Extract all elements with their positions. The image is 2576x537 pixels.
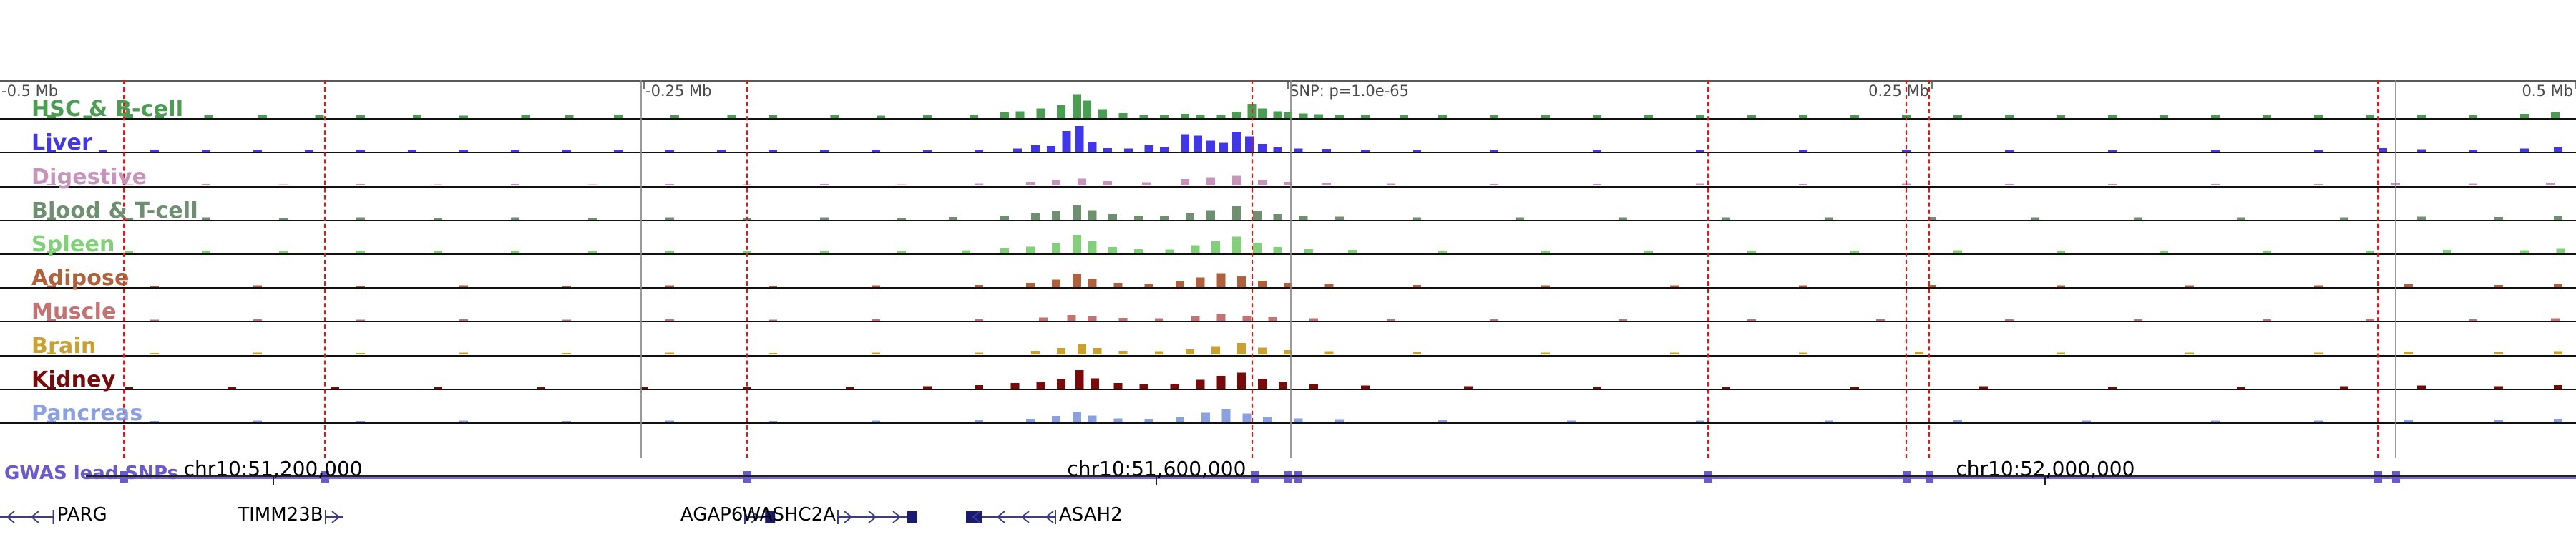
gwas-lead-snp-mark[interactable] (1251, 471, 1259, 483)
track-label: Liver (31, 130, 93, 156)
gwas-lead-snps-label: GWAS lead SNPs (4, 463, 179, 484)
ruler-tick-label: 0.5 Mb (2522, 82, 2573, 100)
coordinate-tick-label: chr10:52,000,000 (1956, 457, 2135, 480)
relative-position-ruler: -0.5 Mb -0.25 Mb SNP: p=1.0e-65 0.25 Mb 0.5 … (0, 80, 2576, 102)
signal-track-plot (0, 287, 2576, 321)
signal-track[interactable]: Digestive (0, 152, 2576, 190)
gene-name-label: AGAP6 (680, 504, 743, 526)
ruler-tick (643, 82, 645, 90)
genomic-coordinate-axis: chr10:51,200,000 chr10:51,600,000 chr10:52… (0, 457, 2576, 497)
gene-name-label: PARG (57, 504, 107, 526)
gwas-lead-snp-track: GWAS lead SNPs (0, 458, 2576, 488)
signal-track-plot (0, 84, 2576, 119)
track-label: Pancreas (31, 400, 143, 426)
gene-feature[interactable]: ASAH2 (966, 504, 1123, 526)
signal-track-plot (0, 389, 2576, 422)
gwas-lead-snp-mark[interactable] (743, 471, 751, 483)
gwas-lead-snp-mark[interactable] (2392, 471, 2400, 483)
ruler-tick-label: -0.25 Mb (645, 82, 712, 100)
signal-track-plot (0, 118, 2576, 153)
signal-track[interactable]: Blood & T-cell (0, 188, 2576, 221)
track-label: Kidney (31, 367, 116, 392)
gwas-lead-snp-mark[interactable] (1926, 471, 1934, 483)
gene-name-label: ASAH2 (1059, 504, 1123, 526)
coordinate-tick (272, 475, 274, 485)
track-label: Digestive (31, 164, 147, 190)
track-label: Adipose (31, 266, 130, 291)
signal-track-plot (0, 186, 2576, 220)
track-label: Brain (31, 333, 97, 359)
gene-annotation-track: PARG TIMM23B AGAP6 WASHC2A ASAH2 (0, 501, 2576, 537)
coordinate-axis-line (86, 475, 2576, 477)
gene-name-label: WASHC2A (742, 504, 836, 526)
gwas-lead-snp-mark[interactable] (2373, 471, 2382, 483)
signal-track[interactable]: Muscle (0, 287, 2576, 325)
signal-track[interactable]: Spleen (0, 221, 2576, 255)
coordinate-tick-label: chr10:51,200,000 (183, 457, 363, 480)
gwas-lead-snp-mark[interactable] (1294, 471, 1303, 483)
gwas-lead-snp-mark[interactable] (321, 471, 329, 483)
gene-name-label: TIMM23B (238, 504, 323, 526)
track-label: Spleen (31, 231, 115, 257)
ruler-tick (1287, 82, 1289, 90)
coordinate-tick-label: chr10:51,600,000 (1067, 457, 1246, 480)
coordinate-tick (1156, 475, 1158, 485)
gene-feature[interactable]: TIMM23B (238, 504, 343, 526)
gene-feature[interactable]: PARG (0, 504, 107, 526)
signal-track-plot (0, 253, 2576, 288)
signal-track-stack: HSC & B-cell Liver Digestive Blood & T-cell… (0, 86, 2576, 458)
ruler-tick-label: 0.25 Mb (1868, 82, 1929, 100)
gwas-axis-line (86, 477, 2576, 479)
ruler-tick (1931, 82, 1933, 90)
gwas-lead-snp-mark[interactable] (119, 471, 128, 483)
signal-track-plot (0, 355, 2576, 389)
track-label: HSC & B-cell (31, 97, 184, 122)
track-label: Blood & T-cell (31, 198, 198, 223)
signal-track-plot (0, 321, 2576, 355)
gwas-lead-snp-mark[interactable] (1704, 471, 1712, 483)
signal-track[interactable]: Pancreas (0, 390, 2576, 424)
signal-track[interactable]: Liver (0, 118, 2576, 156)
track-label: Muscle (31, 299, 117, 325)
signal-track[interactable]: Brain (0, 321, 2576, 359)
signal-track-plot (0, 152, 2576, 186)
signal-track[interactable]: HSC & B-cell (0, 86, 2576, 120)
gwas-lead-snp-mark[interactable] (1903, 471, 1911, 483)
gene-feature[interactable]: AGAP6 (680, 504, 776, 526)
signal-track[interactable]: Adipose (0, 255, 2576, 289)
coordinate-tick (2044, 475, 2046, 485)
gwas-lead-snp-mark[interactable] (1284, 471, 1292, 483)
lead-snp-pvalue-label: SNP: p=1.0e-65 (1289, 82, 1409, 100)
ruler-tick-label: -0.5 Mb (1, 82, 59, 100)
gene-feature[interactable]: WASHC2A (742, 504, 917, 526)
signal-track[interactable]: Kidney (0, 357, 2576, 390)
signal-track-plot (0, 220, 2576, 253)
